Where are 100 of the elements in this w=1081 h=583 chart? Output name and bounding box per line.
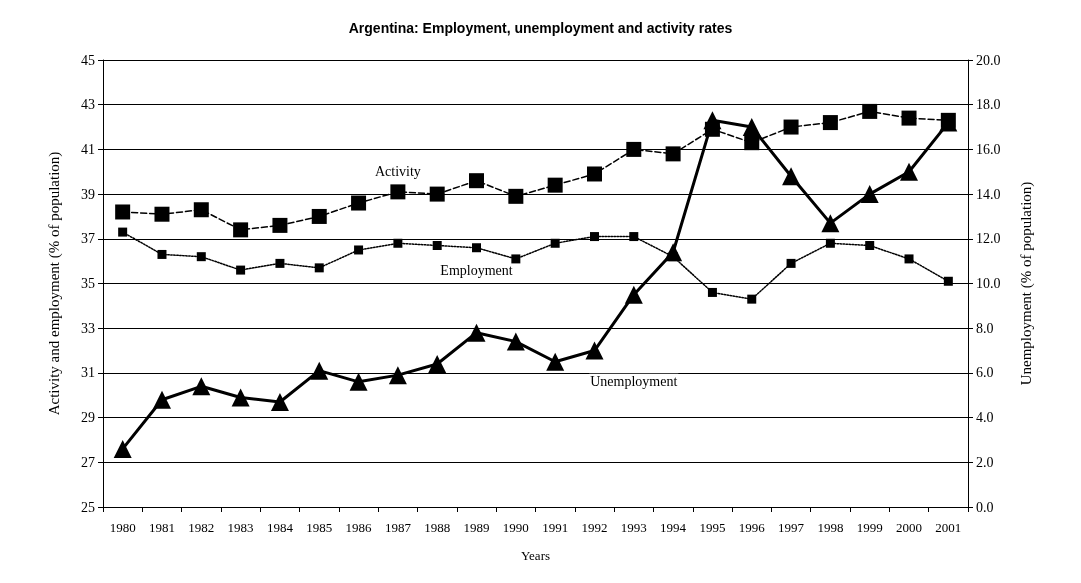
point: [629, 232, 639, 242]
point: [236, 265, 246, 275]
y2-tick-label: 0.0: [976, 499, 994, 515]
point: [585, 341, 604, 360]
x-tick-label: 1997: [778, 520, 805, 535]
y-tick-label: 39: [81, 186, 95, 202]
y2-tick-label: 12.0: [976, 231, 1001, 247]
y-tick-label: 33: [81, 320, 95, 336]
x-tick-label: 1999: [856, 520, 883, 535]
point: [432, 241, 442, 251]
point: [624, 285, 643, 304]
point: [707, 287, 717, 297]
series-label: Employment: [440, 262, 513, 278]
point: [115, 204, 131, 220]
point: [393, 238, 403, 248]
y2-tick-label: 4.0: [976, 410, 994, 426]
point: [589, 232, 599, 242]
point: [703, 111, 722, 130]
x-tick-label: 1996: [738, 520, 766, 535]
x-tick-label: 2000: [896, 520, 923, 535]
point: [469, 173, 485, 189]
y-tick-label: 37: [81, 231, 95, 247]
point: [783, 119, 799, 135]
point: [429, 186, 445, 202]
point: [550, 238, 560, 248]
point: [196, 252, 206, 262]
y-tick-label: 43: [81, 97, 95, 113]
y-tick-label: 27: [81, 454, 95, 470]
series-label: Activity: [374, 164, 421, 180]
y-tick-label: 25: [81, 499, 95, 515]
point: [231, 388, 250, 407]
x-tick-label: 1982: [188, 520, 215, 535]
point: [506, 332, 525, 351]
point: [311, 208, 327, 224]
point: [193, 202, 209, 218]
y2-tick-label: 20.0: [976, 52, 1001, 68]
x-tick-label: 1983: [227, 520, 254, 535]
x-tick-label: 1986: [345, 520, 373, 535]
y2-tick-label: 6.0: [976, 365, 994, 381]
point: [904, 254, 914, 264]
point: [860, 185, 879, 204]
point: [865, 241, 875, 251]
point: [270, 392, 289, 411]
point: [351, 195, 367, 211]
point: [901, 110, 917, 126]
point: [665, 146, 681, 162]
point: [349, 372, 368, 391]
point: [547, 177, 563, 193]
y2-tick-label: 18.0: [976, 97, 1001, 113]
series-label: Unemployment: [590, 374, 678, 390]
point: [354, 245, 364, 255]
y2-tick-label: 16.0: [976, 141, 1001, 157]
y2-axis-title: Unemployment (% of population): [1017, 181, 1035, 386]
x-tick-label: 1987: [384, 520, 412, 535]
x-tick-label: 2001: [935, 520, 962, 535]
point: [862, 103, 878, 119]
point: [467, 323, 486, 342]
point: [154, 206, 170, 222]
point: [390, 184, 406, 200]
point: [744, 135, 760, 151]
x-tick-label: 1984: [266, 520, 294, 535]
point: [472, 243, 482, 253]
point: [546, 352, 565, 371]
x-tick-label: 1998: [817, 520, 844, 535]
x-tick-label: 1988: [424, 520, 451, 535]
point: [272, 217, 288, 233]
x-tick-label: 1980: [109, 520, 136, 535]
x-tick-label: 1981: [148, 520, 175, 535]
point: [310, 361, 329, 380]
point: [742, 118, 761, 137]
point: [113, 439, 132, 458]
point: [626, 141, 642, 157]
point: [118, 227, 128, 237]
point: [821, 214, 840, 233]
y-tick-label: 31: [81, 365, 95, 381]
y-tick-label: 45: [81, 52, 95, 68]
y-tick-label: 35: [81, 276, 95, 291]
point: [943, 276, 953, 286]
point: [192, 377, 211, 396]
point: [586, 166, 602, 182]
x-axis-title: Years: [520, 548, 551, 563]
y-axis-title: Activity and employment (% of population): [45, 151, 63, 416]
point: [822, 115, 838, 131]
x-tick-label: 1992: [581, 520, 608, 535]
point: [825, 238, 835, 248]
y2-tick-label: 10.0: [976, 276, 1001, 291]
y2-tick-label: 2.0: [976, 454, 994, 470]
point: [511, 254, 521, 264]
x-tick-label: 1993: [620, 520, 647, 535]
x-tick-label: 1990: [502, 520, 529, 535]
point: [275, 258, 285, 268]
point: [786, 258, 796, 268]
point: [314, 263, 324, 273]
point: [152, 390, 171, 409]
y-tick-label: 41: [81, 141, 95, 157]
point: [747, 294, 757, 304]
point: [233, 222, 249, 238]
x-tick-label: 1989: [463, 520, 490, 535]
point: [428, 354, 447, 373]
y2-tick-label: 8.0: [976, 320, 994, 336]
